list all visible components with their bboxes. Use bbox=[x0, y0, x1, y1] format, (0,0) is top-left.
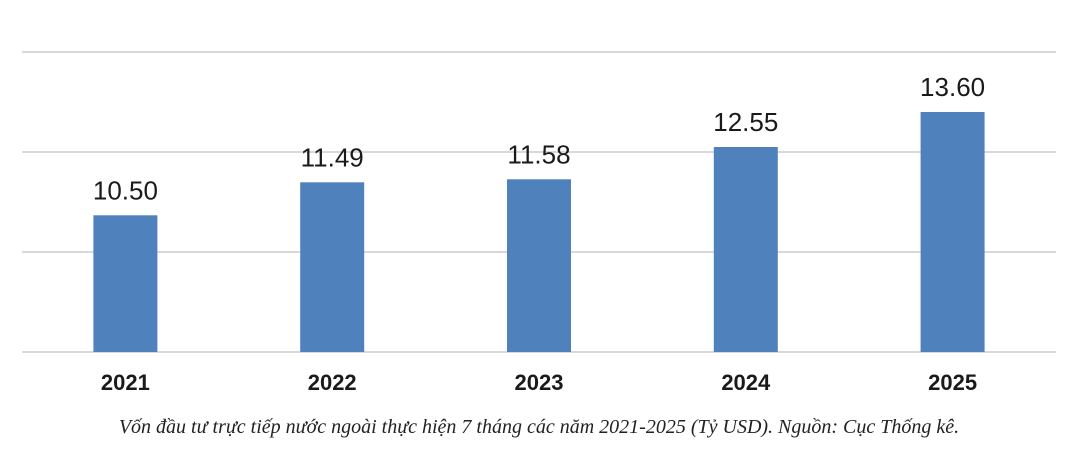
x-tick-label-2021: 2021 bbox=[101, 370, 150, 395]
data-labels: 10.50 11.49 11.58 12.55 13.60 bbox=[93, 72, 985, 205]
bar-2021 bbox=[93, 215, 158, 352]
x-axis-tick-labels: 2021 2022 2023 2024 2025 bbox=[101, 370, 977, 395]
bar-2024 bbox=[713, 147, 778, 352]
chart-caption: Vốn đầu tư trực tiếp nước ngoài thực hiệ… bbox=[118, 416, 960, 438]
data-label-2022: 11.49 bbox=[301, 142, 364, 172]
data-label-2021: 10.50 bbox=[93, 175, 158, 205]
x-tick-label-2023: 2023 bbox=[515, 370, 564, 395]
bar-2025 bbox=[920, 112, 985, 352]
data-label-2024: 12.55 bbox=[713, 107, 778, 137]
data-label-2023: 11.58 bbox=[507, 139, 570, 169]
x-tick-label-2024: 2024 bbox=[721, 370, 771, 395]
bar-2023 bbox=[507, 179, 571, 352]
bars bbox=[93, 112, 985, 352]
x-tick-label-2022: 2022 bbox=[308, 370, 357, 395]
x-tick-label-2025: 2025 bbox=[928, 370, 977, 395]
data-label-2025: 13.60 bbox=[920, 72, 985, 102]
bar-2022 bbox=[300, 182, 365, 352]
